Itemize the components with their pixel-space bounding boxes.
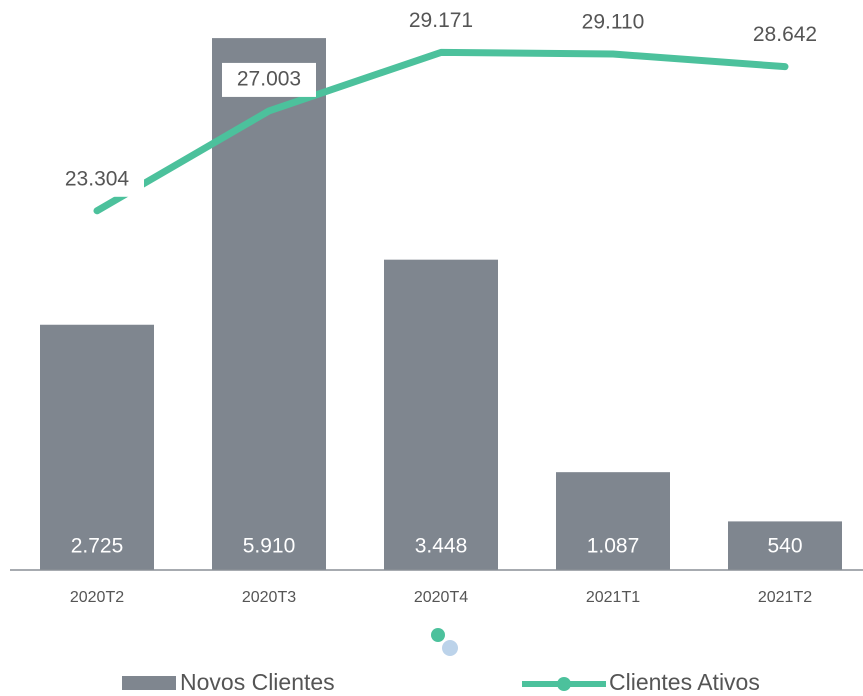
bar [40, 324, 154, 570]
line-value-label: 23.304 [65, 167, 130, 190]
bar [384, 259, 498, 570]
legend-label: Novos Clientes [180, 669, 335, 695]
line-value-label: 29.171 [409, 9, 473, 32]
legend-label: Clientes Ativos [609, 669, 760, 695]
line-label-bg [394, 4, 488, 39]
line-label-bg [738, 18, 832, 53]
bar-value-label: 2.725 [71, 535, 124, 558]
line-label-bg [222, 62, 316, 97]
legend-swatch-dot [557, 677, 571, 691]
bar-value-label: 540 [767, 535, 802, 558]
x-tick-label: 2021T2 [758, 589, 812, 606]
line-value-label: 27.003 [237, 67, 301, 90]
line [93, 48, 789, 215]
x-tick-label: 2020T3 [242, 589, 296, 606]
bar-value-label: 5.910 [243, 535, 296, 558]
bar [728, 521, 842, 570]
line-value-label: 28.642 [753, 23, 817, 46]
x-tick-label: 2021T1 [586, 589, 640, 606]
line-label-bg [566, 6, 660, 41]
x-tick-label: 2020T2 [70, 589, 124, 606]
bar [556, 472, 670, 570]
legend-swatch [122, 676, 176, 690]
bar-value-label: 3.448 [415, 535, 468, 558]
bar [212, 38, 326, 571]
line-value-label: 29.110 [582, 11, 645, 34]
line-label-bg [50, 162, 144, 197]
bar-value-label: 1.087 [587, 535, 640, 558]
page-dot [431, 628, 445, 642]
x-tick-label: 2020T4 [414, 589, 468, 606]
page-dot [442, 640, 458, 656]
